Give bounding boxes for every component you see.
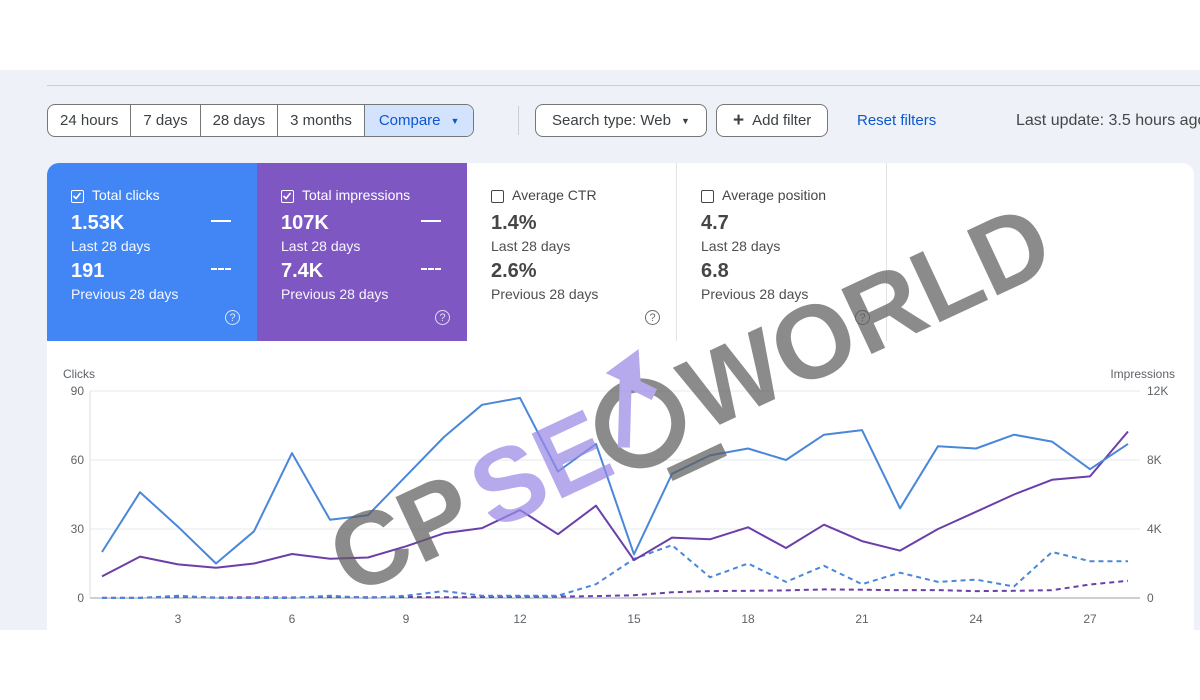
card-value: 4.7 [701, 212, 729, 234]
clicks-current-line [101, 396, 1129, 565]
legend-solid-line [211, 220, 231, 222]
y-right-tick-label: 8K [1147, 453, 1162, 467]
x-tick-label: 3 [175, 612, 182, 626]
filter-toolbar: 24 hours 7 days 28 days 3 months Compare… [47, 104, 1200, 137]
range-3-months[interactable]: 3 months [278, 105, 365, 136]
card-prev-value: 2.6% [491, 260, 537, 282]
x-tick-label: 6 [289, 612, 296, 626]
compare-label: Compare [378, 112, 441, 129]
help-icon[interactable]: ? [645, 310, 660, 325]
card-total-clicks[interactable]: Total clicks 1.53K Last 28 days 191 Prev… [47, 163, 257, 341]
checkbox-icon[interactable] [71, 190, 84, 203]
card-prev-value: 191 [71, 260, 105, 282]
impressions-previous-line [101, 579, 1129, 599]
add-filter-label: Add filter [752, 112, 812, 129]
card-prev-label: Previous 28 days [281, 286, 389, 302]
card-title: Total clicks [92, 187, 160, 203]
compare-button[interactable]: Compare ▼ [364, 105, 474, 136]
card-average-ctr[interactable]: Average CTR 1.4% Last 28 days 2.6% Previ… [467, 163, 677, 341]
caret-down-icon: ▼ [680, 116, 690, 126]
card-title: Average position [722, 187, 827, 203]
range-28-days[interactable]: 28 days [201, 105, 279, 136]
range-24-hours[interactable]: 24 hours [48, 105, 132, 136]
x-tick-label: 27 [1083, 612, 1097, 626]
card-prev-label: Previous 28 days [491, 286, 599, 302]
x-tick-label: 21 [855, 612, 869, 626]
metric-cards: Total clicks 1.53K Last 28 days 191 Prev… [47, 163, 1194, 341]
y-right-tick-label: 12K [1147, 384, 1168, 398]
help-icon[interactable]: ? [225, 310, 240, 325]
legend-solid-line [421, 220, 441, 222]
y-left-tick-label: 0 [77, 591, 84, 605]
caret-down-icon: ▼ [450, 116, 460, 126]
toolbar-separator [518, 106, 519, 135]
legend-dashed-line [211, 268, 231, 270]
card-title: Average CTR [512, 187, 597, 203]
card-value: 1.4% [491, 212, 537, 234]
reset-filters-link[interactable]: Reset filters [857, 112, 937, 129]
card-period-label: Last 28 days [71, 238, 151, 254]
search-type-dropdown[interactable]: Search type: Web ▼ [535, 104, 707, 137]
card-prev-label: Previous 28 days [701, 286, 809, 302]
y-right-tick-label: 4K [1147, 522, 1162, 536]
y-right-axis-label: Impressions [1110, 367, 1175, 381]
card-period-label: Last 28 days [701, 238, 781, 254]
x-tick-label: 15 [627, 612, 641, 626]
y-left-tick-label: 60 [71, 453, 85, 467]
legend-dashed-line [421, 268, 441, 270]
y-left-tick-label: 90 [71, 384, 85, 398]
card-average-position[interactable]: Average position 4.7 Last 28 days 6.8 Pr… [677, 163, 887, 341]
y-left-axis-label: Clicks [63, 367, 95, 381]
x-tick-label: 12 [513, 612, 527, 626]
card-value: 1.53K [71, 212, 125, 234]
date-range-selector: 24 hours 7 days 28 days 3 months Compare… [47, 104, 475, 137]
checkbox-icon[interactable] [701, 190, 714, 203]
card-title: Total impressions [302, 187, 411, 203]
card-total-impressions[interactable]: Total impressions 107K Last 28 days 7.4K… [257, 163, 467, 341]
performance-chart-svg: 0 30 60 90 0 4K 8K 12K 3 6 9 12 15 18 21 24 27 Clicks Impr… [63, 367, 1175, 626]
performance-chart: 0 30 60 90 0 4K 8K 12K 3 6 9 12 15 18 21 24 27 Clicks Impr… [47, 341, 1194, 630]
help-icon[interactable]: ? [435, 310, 450, 325]
checkbox-icon[interactable] [491, 190, 504, 203]
card-prev-value: 6.8 [701, 260, 729, 282]
range-7-days[interactable]: 7 days [131, 105, 201, 136]
card-prev-value: 7.4K [281, 260, 324, 282]
help-icon[interactable]: ? [855, 310, 870, 325]
card-value: 107K [281, 212, 329, 234]
checkbox-icon[interactable] [281, 190, 294, 203]
impressions-current-line [101, 430, 1129, 578]
clicks-previous-line [102, 544, 1128, 599]
x-tick-label: 24 [969, 612, 983, 626]
search-type-label: Search type: Web [552, 112, 671, 129]
card-period-label: Last 28 days [281, 238, 361, 254]
x-tick-label: 9 [403, 612, 410, 626]
card-period-label: Last 28 days [491, 238, 571, 254]
add-filter-button[interactable]: + Add filter [716, 104, 829, 137]
x-tick-label: 18 [741, 612, 755, 626]
header-divider [47, 85, 1200, 86]
last-update-text: Last update: 3.5 hours ago [1016, 112, 1200, 129]
card-prev-label: Previous 28 days [71, 286, 179, 302]
y-right-tick-label: 0 [1147, 591, 1154, 605]
plus-icon: + [733, 110, 745, 131]
y-left-tick-label: 30 [71, 522, 85, 536]
